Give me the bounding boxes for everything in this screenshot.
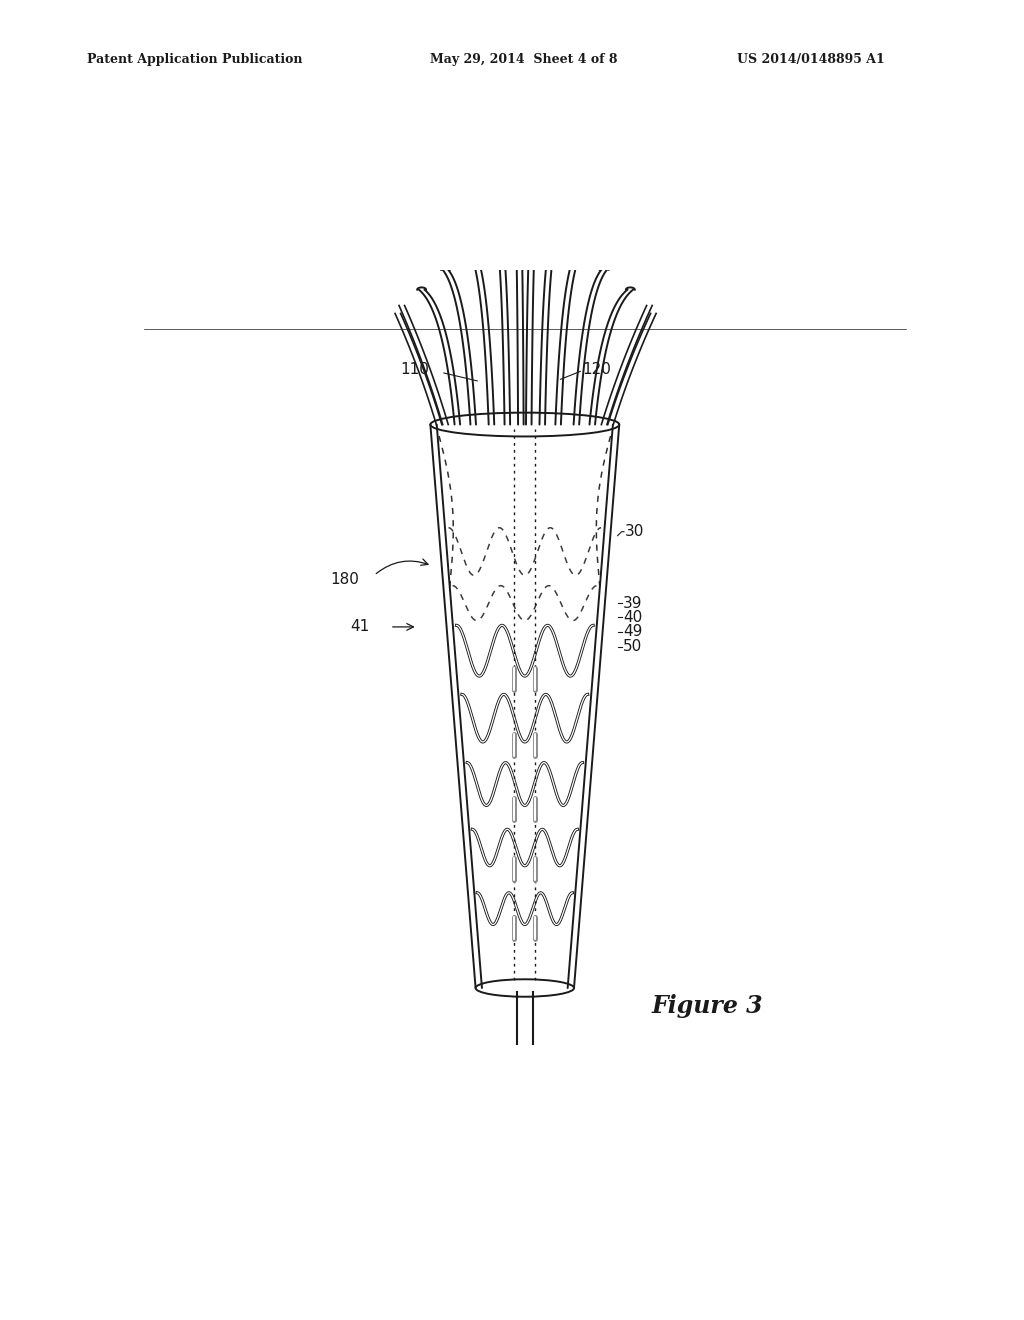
Text: US 2014/0148895 A1: US 2014/0148895 A1 — [737, 53, 885, 66]
Text: 30: 30 — [625, 524, 644, 539]
Text: 50: 50 — [624, 639, 642, 655]
Text: 180: 180 — [331, 572, 359, 587]
Text: 120: 120 — [582, 362, 610, 378]
Text: 40: 40 — [624, 610, 642, 624]
Text: Figure 3: Figure 3 — [652, 994, 764, 1018]
Text: May 29, 2014  Sheet 4 of 8: May 29, 2014 Sheet 4 of 8 — [430, 53, 617, 66]
Text: 110: 110 — [400, 362, 430, 378]
Text: 39: 39 — [624, 595, 643, 611]
Text: 49: 49 — [624, 624, 643, 639]
Text: Patent Application Publication: Patent Application Publication — [87, 53, 302, 66]
Text: 41: 41 — [350, 619, 370, 635]
